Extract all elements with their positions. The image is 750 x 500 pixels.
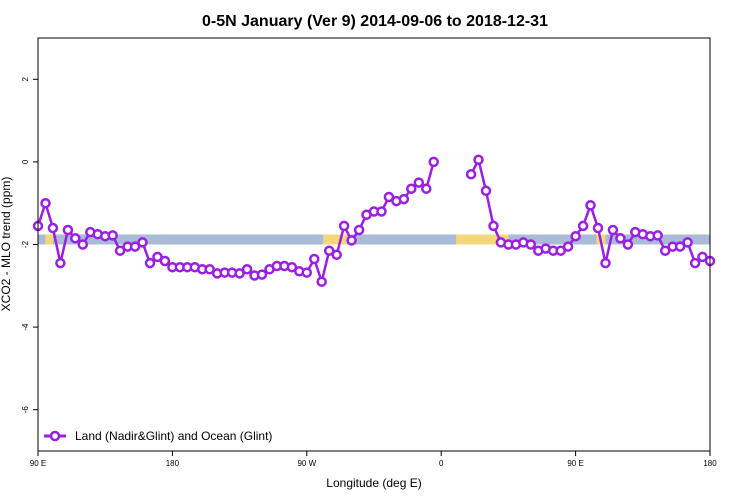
data-point [577, 220, 589, 232]
y-tick-label: 2 [21, 77, 30, 82]
data-point [615, 233, 626, 244]
data-point [144, 257, 156, 269]
data-point [114, 245, 126, 256]
data-point [600, 257, 611, 269]
data-point [346, 235, 357, 246]
data-point [674, 241, 686, 252]
y-axis-label: XCO2 - MLO trend (ppm) [0, 177, 13, 312]
y-tick-label: 0 [21, 159, 30, 164]
data-point [421, 183, 432, 194]
data-point [607, 224, 619, 236]
data-point [406, 183, 417, 194]
data-point [323, 245, 335, 256]
y-axis: -6 -4 -2 0 2 [21, 77, 38, 414]
data-point [585, 200, 596, 211]
data-point [682, 237, 693, 248]
data-point [70, 233, 81, 244]
x-tick-label: 90 W [297, 459, 316, 468]
data-point [62, 224, 74, 236]
data-point [331, 249, 342, 261]
data-point [152, 251, 163, 263]
data-point [353, 224, 365, 236]
x-tick-label: 180 [166, 459, 180, 468]
data-point [55, 257, 66, 269]
data-point [256, 269, 268, 280]
data-point [40, 197, 51, 209]
x-tick-label: 90 E [30, 459, 46, 468]
data-point [159, 255, 171, 267]
x-axis: 90 E 180 90 W 0 90 E 180 [30, 451, 717, 468]
data-point [301, 267, 313, 278]
data-point [137, 237, 148, 248]
data-point [488, 220, 499, 232]
data-point [286, 261, 298, 273]
legend-label: Land (Nadir&Glint) and Ocean (Glint) [75, 429, 272, 443]
data-point [413, 177, 425, 188]
data-point [570, 230, 581, 242]
data-point [383, 191, 395, 203]
data-point [562, 241, 574, 252]
x-tick-label: 90 E [567, 459, 583, 468]
x-tick-label: 0 [439, 459, 444, 468]
x-tick-label: 180 [703, 459, 717, 468]
data-point [398, 193, 410, 205]
data-point [555, 245, 566, 256]
data-point [652, 230, 663, 241]
data-point [316, 276, 327, 287]
data-point [309, 253, 320, 265]
legend: Land (Nadir&Glint) and Ocean (Glint) [44, 429, 272, 443]
data-point [697, 251, 708, 263]
y-tick-label: -6 [21, 406, 30, 414]
legend-marker [49, 430, 61, 442]
data-point [465, 169, 477, 180]
data-point [689, 257, 701, 269]
data-point [622, 239, 634, 250]
y-tick-label: -2 [21, 240, 30, 248]
y-tick-label: -4 [21, 323, 30, 331]
data-point [659, 245, 671, 256]
data-point [47, 222, 59, 234]
data-point [428, 156, 439, 168]
series-line [36, 161, 435, 283]
data-point [525, 239, 537, 250]
data-point [234, 268, 245, 279]
data-point [204, 264, 215, 275]
data-point [107, 230, 118, 241]
data-point [473, 154, 484, 166]
data-point [129, 241, 141, 252]
data-point [338, 220, 350, 232]
x-axis-label: Longitude (deg E) [326, 476, 421, 490]
data-point [376, 206, 387, 217]
data-point [77, 239, 89, 250]
chart-title: 0-5N January (Ver 9) 2014-09-06 to 2018-… [202, 13, 548, 30]
data-point [480, 185, 492, 197]
data-point [592, 222, 604, 234]
series-layer [32, 154, 716, 287]
data-point [241, 264, 253, 275]
